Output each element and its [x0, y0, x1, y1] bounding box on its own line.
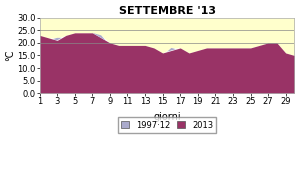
Title: SETTEMBRE '13: SETTEMBRE '13: [118, 5, 215, 16]
Legend: 1997·12, 2013: 1997·12, 2013: [118, 117, 216, 133]
X-axis label: giorni: giorni: [153, 112, 181, 122]
Y-axis label: °C: °C: [6, 50, 16, 61]
